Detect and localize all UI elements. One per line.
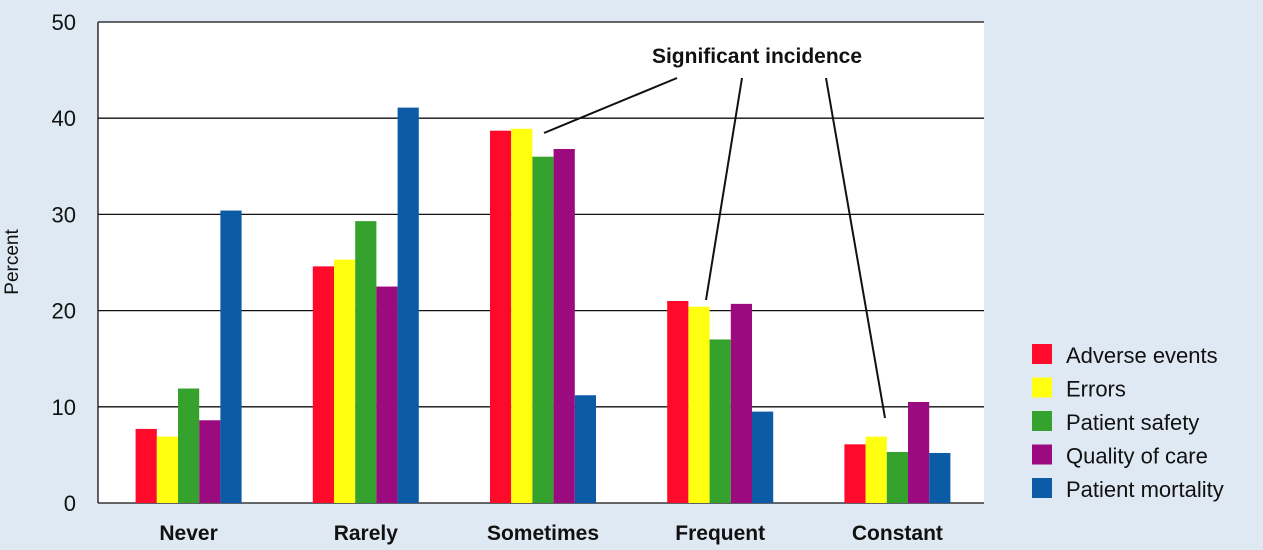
bar-patient-safety-constant bbox=[886, 452, 908, 503]
bars bbox=[135, 107, 951, 504]
bar-errors-frequent bbox=[688, 306, 710, 503]
bar-quality-of-care-sometimes bbox=[553, 148, 575, 503]
legend-swatch bbox=[1032, 478, 1052, 498]
category-label: Rarely bbox=[334, 522, 399, 545]
bar-patient-safety-rarely bbox=[355, 221, 377, 503]
bar-quality-of-care-rarely bbox=[376, 286, 398, 503]
legend-label: Errors bbox=[1066, 377, 1126, 402]
bar-patient-mortality-rarely bbox=[397, 107, 419, 504]
legend-swatch bbox=[1032, 377, 1052, 398]
annotation: Significant incidence bbox=[543, 45, 886, 419]
y-tick-label: 10 bbox=[52, 395, 76, 420]
y-tick-label: 40 bbox=[52, 106, 76, 131]
legend-swatch bbox=[1032, 344, 1052, 364]
bar-errors-rarely bbox=[334, 259, 356, 503]
legend-label: Patient mortality bbox=[1066, 477, 1224, 502]
category-label: Sometimes bbox=[487, 522, 599, 545]
bar-adverse-events-sometimes bbox=[490, 130, 512, 503]
annotation-pointer bbox=[705, 77, 743, 301]
category-label: Frequent bbox=[675, 522, 765, 545]
bar-patient-safety-never bbox=[178, 388, 200, 503]
bar-errors-sometimes bbox=[511, 128, 533, 504]
category-label: Constant bbox=[852, 522, 943, 545]
y-tick-label: 0 bbox=[64, 491, 76, 516]
bar-quality-of-care-frequent bbox=[730, 303, 752, 503]
bar-patient-safety-frequent bbox=[709, 339, 731, 503]
y-axis-title: Percent bbox=[2, 229, 23, 295]
legend-swatch bbox=[1032, 444, 1052, 465]
category-label: Never bbox=[159, 522, 217, 545]
y-tick-label: 30 bbox=[52, 202, 76, 227]
y-tick-label: 20 bbox=[52, 299, 76, 324]
bar-errors-never bbox=[156, 436, 178, 503]
bar-quality-of-care-never bbox=[199, 420, 221, 503]
bar-patient-mortality-sometimes bbox=[574, 395, 596, 503]
bar-quality-of-care-constant bbox=[908, 401, 930, 503]
y-tick-labels: 0 10 20 30 40 50 bbox=[52, 10, 76, 516]
bar-adverse-events-frequent bbox=[667, 300, 689, 503]
legend: Adverse events Errors Patient safety Qualit… bbox=[1032, 343, 1224, 502]
bar-patient-mortality-constant bbox=[929, 452, 951, 503]
bar-adverse-events-constant bbox=[844, 444, 866, 503]
bar-adverse-events-rarely bbox=[312, 266, 334, 503]
legend-label: Adverse events bbox=[1066, 343, 1218, 368]
bar-errors-constant bbox=[865, 436, 887, 503]
annotation-pointer bbox=[543, 77, 678, 134]
category-labels: Never Rarely Sometimes Frequent Constant bbox=[159, 522, 942, 545]
bar-patient-mortality-frequent bbox=[752, 411, 774, 503]
legend-label: Patient safety bbox=[1066, 410, 1199, 435]
bar-patient-safety-sometimes bbox=[532, 156, 554, 503]
y-tick-label: 50 bbox=[52, 10, 76, 35]
legend-label: Quality of care bbox=[1066, 444, 1208, 469]
legend-swatch bbox=[1032, 411, 1052, 431]
bar-patient-mortality-never bbox=[220, 210, 242, 503]
bar-adverse-events-never bbox=[135, 428, 157, 503]
annotation-pointer bbox=[825, 77, 886, 419]
annotation-label: Significant incidence bbox=[652, 45, 862, 68]
